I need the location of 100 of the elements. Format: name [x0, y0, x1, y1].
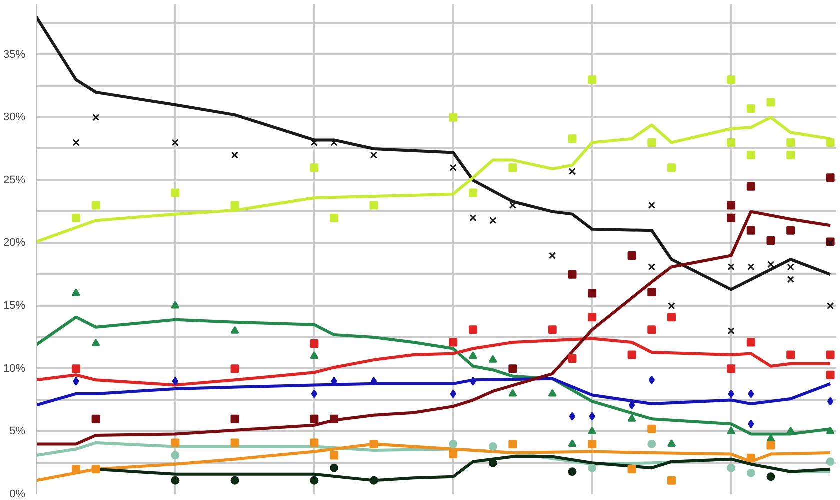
point: [310, 352, 319, 360]
point: [468, 352, 478, 360]
point: [588, 76, 597, 84]
y-tick-label: 15%: [3, 300, 26, 312]
y-tick-label: 35%: [3, 48, 26, 61]
point: [508, 164, 518, 172]
point: [171, 451, 180, 460]
point: [727, 201, 736, 210]
point: [568, 168, 576, 176]
point: [648, 288, 656, 296]
point: [589, 412, 596, 421]
y-tick-label: 25%: [3, 174, 26, 186]
point: [748, 390, 754, 398]
point: [667, 313, 676, 322]
point: [746, 151, 756, 160]
point: [370, 152, 378, 159]
point: [548, 326, 557, 334]
point: [172, 139, 180, 146]
point: [449, 113, 458, 122]
point: [330, 464, 339, 472]
point: [92, 201, 100, 210]
point: [728, 264, 735, 271]
point: [311, 390, 318, 398]
point: [230, 476, 240, 485]
point: [72, 139, 80, 146]
point: [648, 424, 656, 434]
point: [230, 438, 240, 448]
point: [310, 414, 319, 424]
y-tick-label: 0%: [10, 488, 26, 500]
point: [727, 464, 736, 472]
point: [330, 414, 339, 424]
line-series: [36, 16, 832, 292]
point: [667, 476, 676, 485]
point: [648, 202, 656, 210]
point: [667, 439, 676, 448]
point: [330, 139, 338, 146]
point: [230, 414, 240, 424]
point: [628, 350, 636, 360]
point: [568, 270, 577, 279]
point: [568, 354, 577, 364]
point: [509, 202, 517, 210]
point: [727, 364, 736, 374]
point: [628, 252, 636, 260]
point: [310, 164, 319, 172]
point: [450, 164, 457, 172]
point: [549, 252, 556, 260]
point: [826, 426, 835, 434]
point: [449, 450, 458, 459]
point: [171, 476, 180, 485]
point: [449, 338, 458, 347]
point: [568, 439, 577, 448]
point: [668, 302, 676, 310]
point: [230, 201, 240, 210]
point: [92, 114, 100, 122]
point: [508, 364, 518, 374]
point: [786, 226, 796, 235]
y-tick-label: 30%: [3, 112, 26, 124]
point: [588, 313, 597, 322]
point: [508, 440, 518, 448]
line-series: [36, 210, 832, 446]
point: [746, 454, 756, 462]
line-series: [36, 377, 832, 407]
point: [172, 377, 179, 386]
point: [648, 264, 656, 271]
point: [231, 152, 239, 159]
point: [310, 339, 319, 348]
point: [489, 217, 497, 224]
point: [310, 438, 319, 448]
point: [310, 476, 319, 485]
point: [370, 201, 378, 210]
point: [746, 226, 756, 235]
point: [826, 174, 835, 182]
point: [667, 164, 676, 172]
point: [766, 472, 776, 482]
point: [569, 412, 576, 421]
point: [370, 476, 378, 485]
point: [746, 104, 756, 114]
y-tick-label: 5%: [10, 426, 26, 438]
point: [748, 420, 754, 428]
point: [508, 389, 518, 397]
point: [468, 188, 478, 198]
point: [588, 440, 597, 448]
point: [92, 414, 100, 424]
point: [92, 338, 100, 346]
point: [370, 440, 378, 448]
point: [588, 426, 597, 434]
point: [468, 326, 478, 334]
point: [766, 98, 776, 107]
point: [826, 138, 835, 147]
point: [628, 465, 636, 474]
point: [746, 468, 756, 478]
point: [470, 377, 476, 386]
point: [488, 355, 498, 363]
point: [588, 464, 597, 472]
point: [488, 442, 498, 451]
point: [450, 390, 456, 398]
point: [648, 376, 655, 384]
point: [766, 236, 776, 245]
point: [827, 397, 834, 406]
point: [826, 302, 834, 310]
